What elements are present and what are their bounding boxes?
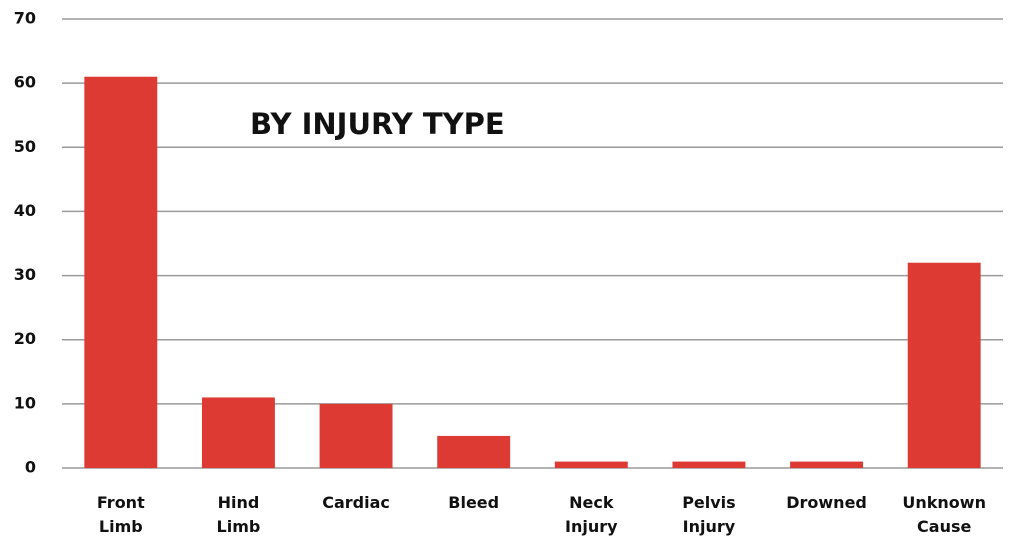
y-tick-label: 40 xyxy=(14,201,36,220)
bar xyxy=(790,461,864,468)
y-tick-label: 60 xyxy=(14,73,36,92)
bar xyxy=(201,397,275,468)
bar xyxy=(907,262,981,468)
y-tick-label: 50 xyxy=(14,137,36,156)
x-tick-label: Neck Injury xyxy=(565,493,618,536)
x-tick-label: Unknown Cause xyxy=(902,493,986,536)
y-tick-label: 0 xyxy=(25,458,36,477)
x-tick-label: Cardiac xyxy=(322,493,390,512)
x-tick-label: Front Limb xyxy=(97,493,145,536)
x-tick-label: Drowned xyxy=(786,493,867,512)
bar xyxy=(672,461,746,468)
y-tick-label: 30 xyxy=(14,265,36,284)
y-tick-label: 20 xyxy=(14,329,36,348)
x-tick-label: Pelvis Injury xyxy=(682,493,736,536)
bar xyxy=(84,76,158,468)
bar xyxy=(554,461,628,468)
y-tick-label: 70 xyxy=(14,9,36,28)
x-tick-label: Hind Limb xyxy=(217,493,261,536)
chart-title: BY INJURY TYPE xyxy=(250,107,505,141)
bar xyxy=(437,435,511,468)
y-tick-label: 10 xyxy=(14,393,36,412)
x-tick-label: Bleed xyxy=(448,493,499,512)
bar xyxy=(319,403,393,468)
